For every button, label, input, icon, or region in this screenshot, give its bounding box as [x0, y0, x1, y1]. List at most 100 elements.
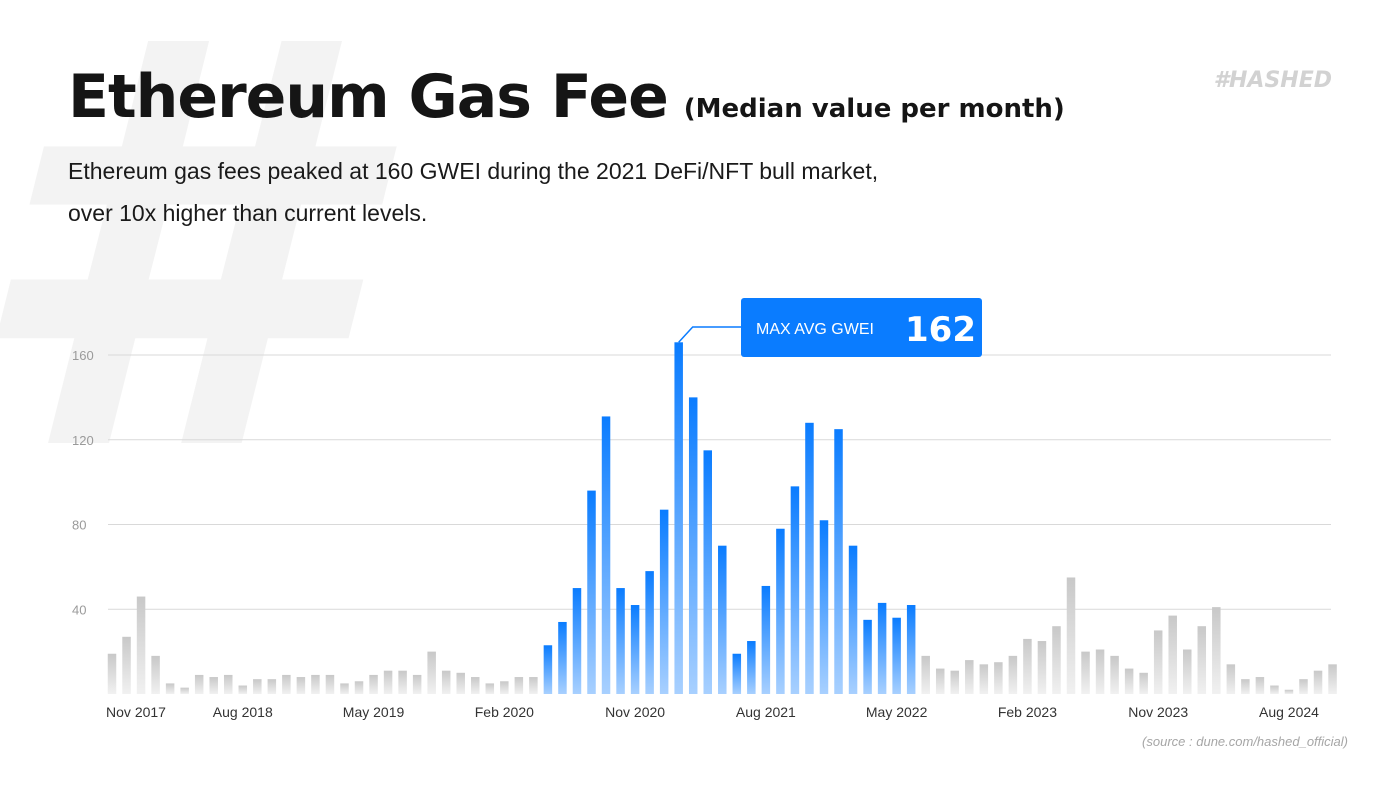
- bar: [514, 677, 524, 694]
- bar: [645, 571, 654, 694]
- bar: [500, 681, 509, 694]
- bar: [1270, 685, 1279, 694]
- bar: [587, 490, 596, 694]
- bar: [877, 602, 887, 694]
- bar: [180, 687, 189, 694]
- bar: [122, 636, 131, 694]
- bar: [1313, 670, 1323, 694]
- bar: [732, 653, 742, 694]
- bar: [935, 668, 945, 694]
- page-title: Ethereum Gas Fee: [68, 62, 669, 132]
- bar: [921, 655, 930, 694]
- bar: [383, 670, 393, 694]
- bar: [267, 679, 277, 694]
- bar: [965, 660, 974, 694]
- callout-box: [741, 298, 982, 357]
- bar: [761, 585, 771, 694]
- bar: [151, 655, 160, 694]
- callout-leader-line: [678, 326, 741, 343]
- bar: [253, 679, 262, 694]
- bar: [1328, 664, 1337, 694]
- bar: [1139, 672, 1148, 694]
- bar: [1153, 630, 1163, 694]
- bar: [558, 621, 567, 694]
- bar: [1066, 577, 1076, 694]
- bar: [1255, 677, 1265, 694]
- y-tick-label: 120: [72, 433, 94, 448]
- bar: [1095, 649, 1105, 694]
- bar: [572, 588, 582, 694]
- y-tick-label: 160: [72, 348, 94, 363]
- bar: [1008, 655, 1018, 694]
- bar: [311, 674, 320, 694]
- bar: [296, 677, 306, 694]
- bar: [1081, 651, 1090, 694]
- bar: [747, 641, 756, 694]
- title-row: Ethereum Gas Fee (Median value per month…: [68, 62, 1065, 132]
- x-tick-label: Aug 2018: [213, 704, 273, 720]
- y-tick-label: 40: [72, 602, 86, 617]
- bar: [1124, 668, 1134, 694]
- bar: [1052, 626, 1061, 694]
- bar: [136, 596, 146, 694]
- bar: [703, 450, 712, 694]
- bar: [282, 674, 291, 694]
- bar: [688, 397, 698, 694]
- bar: [1197, 626, 1207, 694]
- callout-value: 162: [905, 310, 976, 350]
- bar: [616, 588, 625, 694]
- bar: [427, 651, 436, 694]
- bar: [1110, 655, 1119, 694]
- x-tick-label: Aug 2024: [1259, 704, 1319, 720]
- bar: [630, 605, 640, 694]
- bar: [601, 416, 611, 694]
- bar: [950, 670, 960, 694]
- y-tick-label: 80: [72, 518, 86, 533]
- bar: [529, 677, 538, 694]
- bar: [819, 520, 829, 694]
- bar: [834, 429, 843, 694]
- bar: [848, 545, 858, 694]
- bar: [979, 664, 989, 694]
- description: Ethereum gas fees peaked at 160 GWEI dur…: [68, 150, 1068, 234]
- bar: [718, 545, 727, 694]
- bar: [892, 617, 901, 694]
- bar: [1241, 679, 1250, 694]
- x-tick-label: Nov 2017: [106, 704, 166, 720]
- brand-logo: #HASHED: [1213, 68, 1332, 93]
- callout-label: MAX AVG GWEI: [756, 321, 874, 338]
- x-tick-label: May 2019: [343, 704, 405, 720]
- bar: [209, 677, 218, 694]
- bar: [471, 677, 480, 694]
- background-hash-watermark: #: [0, 0, 350, 530]
- bar: [994, 662, 1003, 694]
- x-tick-label: Feb 2020: [475, 704, 534, 720]
- bar: [223, 674, 233, 694]
- bar: [1299, 679, 1308, 694]
- page-subtitle: (Median value per month): [683, 94, 1065, 124]
- bar: [369, 674, 378, 694]
- bar: [456, 672, 465, 694]
- bar: [165, 683, 175, 694]
- bar: [238, 685, 248, 694]
- bar: [107, 653, 117, 694]
- bar: [906, 605, 916, 694]
- bar: [1284, 689, 1294, 694]
- x-tick-label: Aug 2021: [736, 704, 796, 720]
- bar: [863, 619, 872, 694]
- bar: [485, 683, 495, 694]
- bar: [1168, 615, 1177, 694]
- bar: [412, 674, 422, 694]
- bar: [1037, 641, 1047, 694]
- bar: [194, 674, 204, 694]
- bar: [340, 683, 349, 694]
- bar: [325, 674, 335, 694]
- x-tick-label: Nov 2020: [605, 704, 665, 720]
- x-tick-label: May 2022: [866, 704, 928, 720]
- bar: [398, 670, 407, 694]
- bar: [543, 645, 553, 694]
- bar: [1212, 607, 1221, 694]
- source-note: (source : dune.com/hashed_official): [1142, 734, 1348, 749]
- bar: [805, 422, 814, 694]
